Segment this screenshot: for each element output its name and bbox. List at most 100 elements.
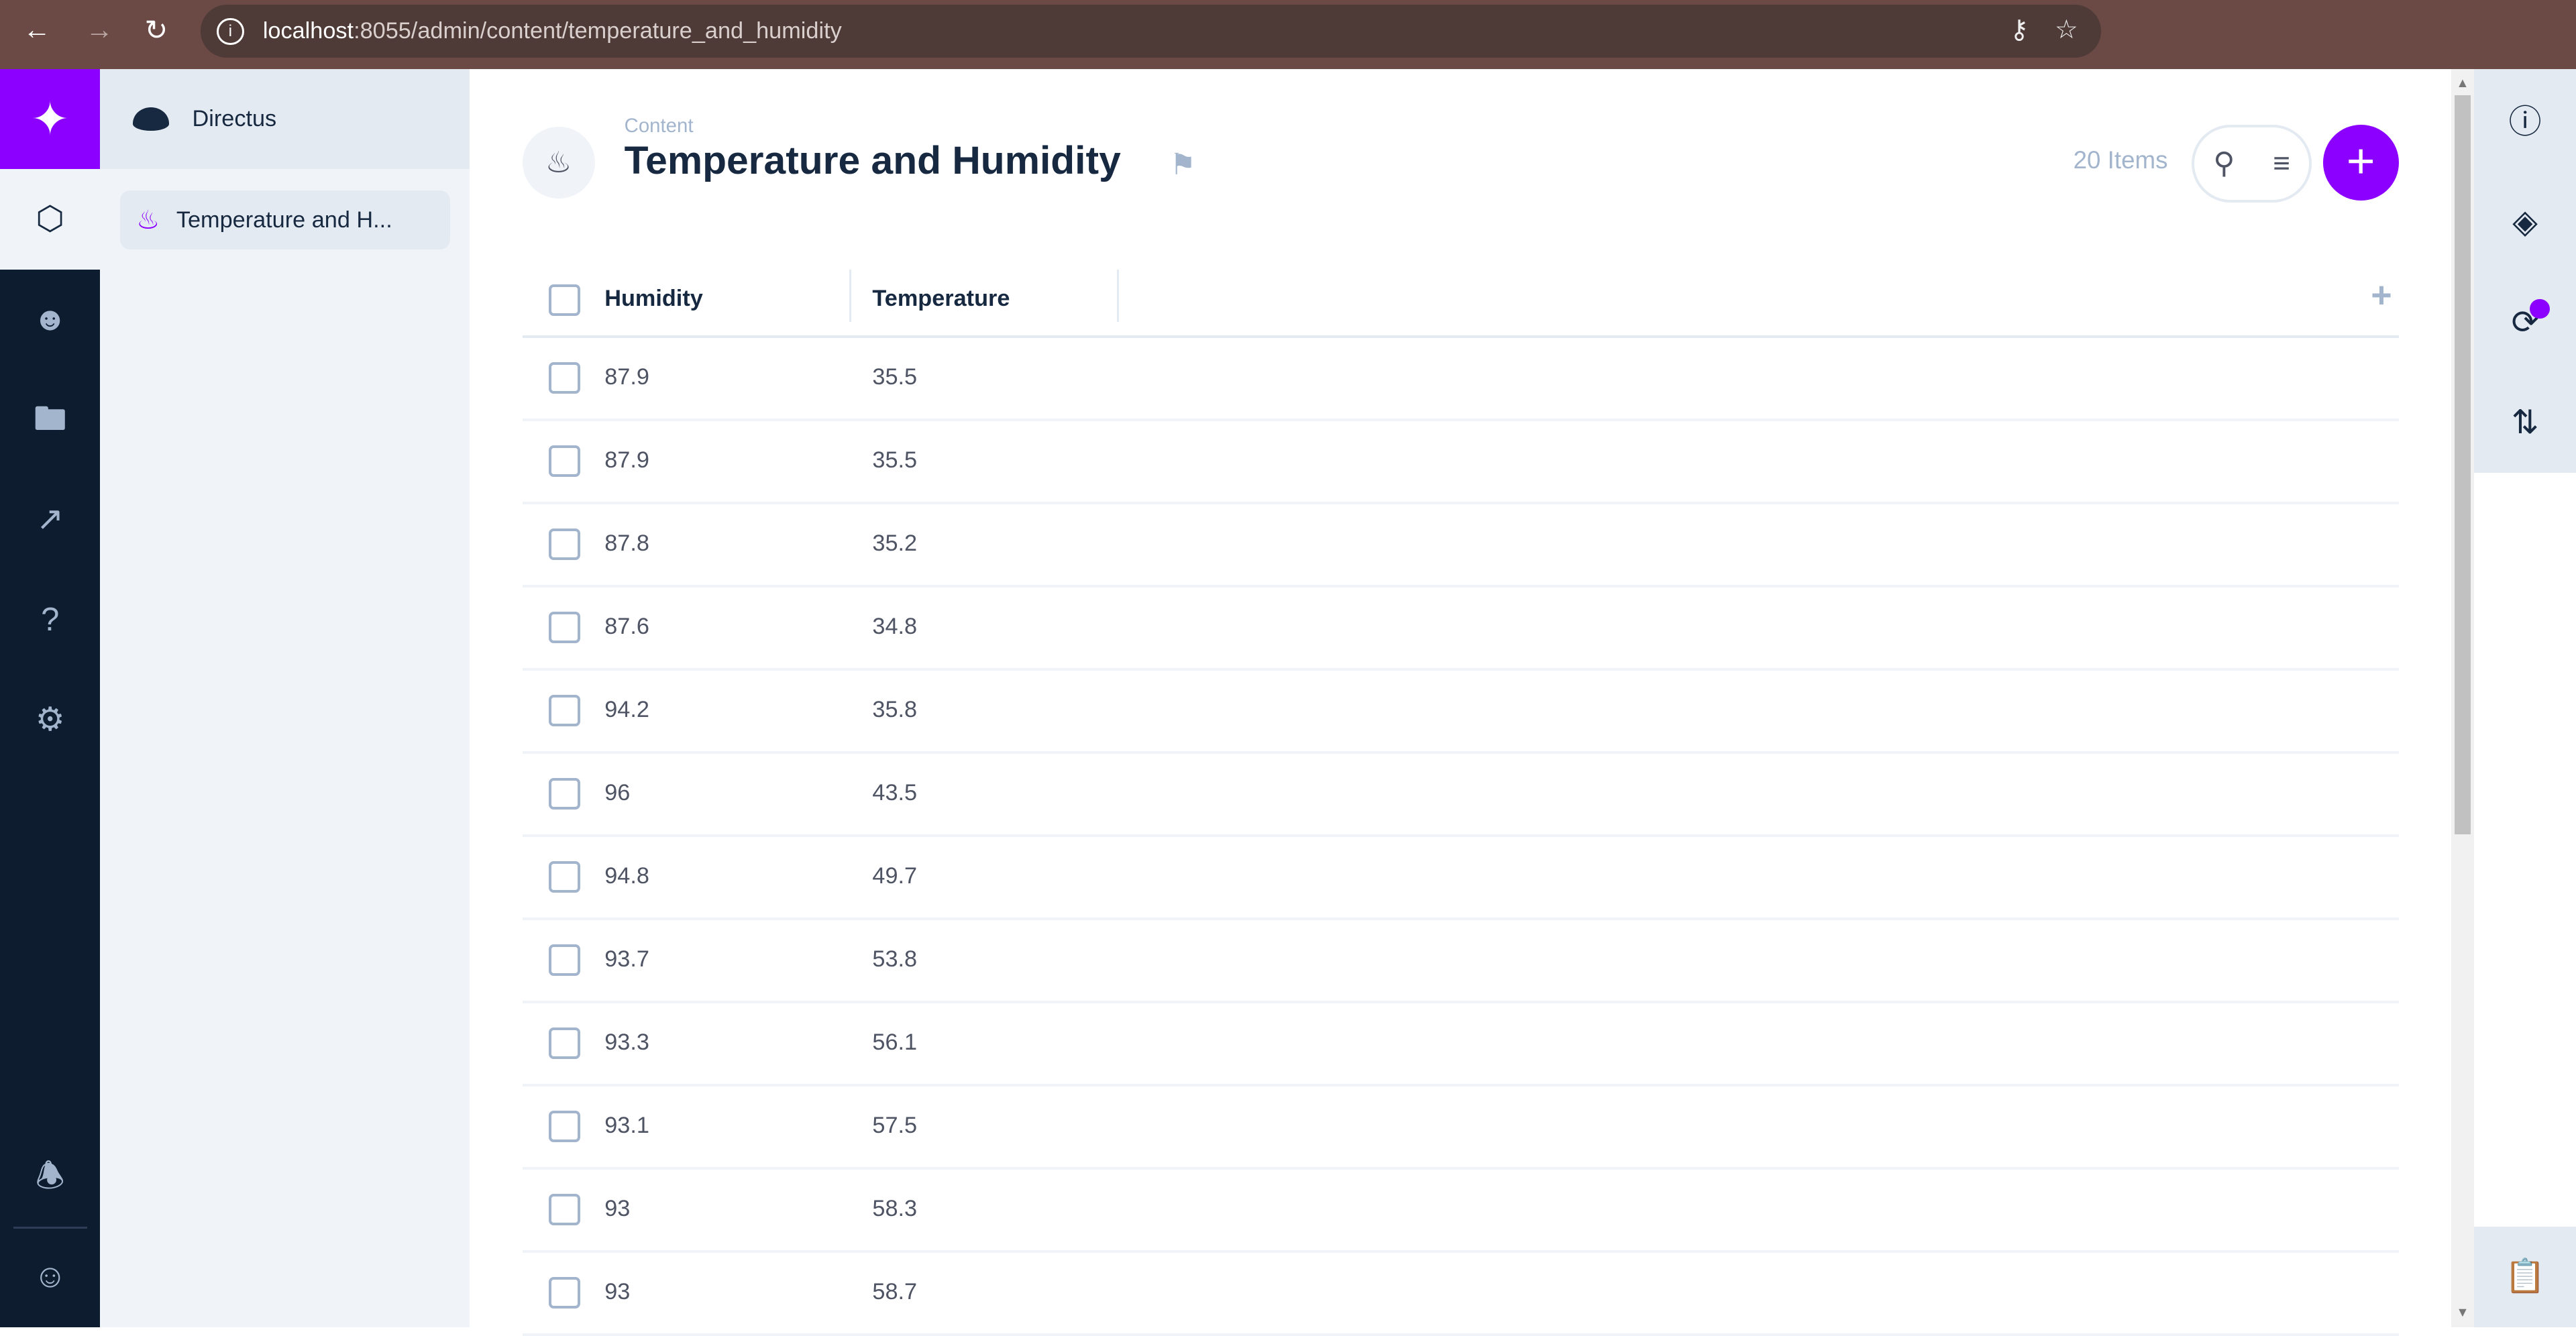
users-icon[interactable]: ☻ xyxy=(32,300,68,337)
cell-temperature: 53.8 xyxy=(872,946,918,972)
filter-icon[interactable]: ≡ xyxy=(2273,146,2291,180)
table-row[interactable]: 87.8 35.2 xyxy=(522,504,2399,588)
scrollbar-thumb[interactable] xyxy=(2454,95,2471,835)
table-row[interactable]: 96 43.5 xyxy=(522,754,2399,837)
table-row[interactable]: 94.2 35.8 xyxy=(522,671,2399,754)
table-row[interactable]: 87.6 34.8 xyxy=(522,588,2399,671)
address-bar[interactable]: i localhost:8055/admin/content/temperatu… xyxy=(200,5,2102,58)
cell-temperature: 58.7 xyxy=(872,1278,918,1304)
back-icon[interactable]: ← xyxy=(23,13,51,45)
items-table: Humidity Temperature + 87.9 35.5 87.9 35.5 8… xyxy=(522,266,2399,1336)
layers-icon[interactable]: ◈ xyxy=(2512,204,2538,241)
scrollbar[interactable]: ▲ ▼ xyxy=(2451,68,2475,1327)
url-text: localhost:8055/admin/content/temperature… xyxy=(262,17,842,44)
column-resize-handle[interactable] xyxy=(1117,269,1119,322)
row-checkbox[interactable] xyxy=(548,944,581,977)
scroll-down-arrow[interactable]: ▼ xyxy=(2456,1304,2469,1320)
project-header[interactable]: Directus xyxy=(100,68,470,170)
module-bar: ✦ ⬡ ☻ 🖿 ↗ ? ⚙ 🕭 ☺ xyxy=(0,68,101,1327)
refresh-icon[interactable]: ⟳ xyxy=(2511,304,2539,341)
table-row[interactable]: 93 58.7 xyxy=(522,1253,2399,1336)
bookmark-icon[interactable]: ⚑ xyxy=(1169,148,1197,182)
clipboard-clock-icon[interactable]: 📋 xyxy=(2504,1258,2546,1295)
select-all-checkbox[interactable] xyxy=(548,284,581,316)
cell-humidity: 93 xyxy=(604,1195,631,1221)
reload-icon[interactable]: ↻ xyxy=(144,13,168,46)
cell-temperature: 35.8 xyxy=(872,696,918,722)
cell-temperature: 35.5 xyxy=(872,447,918,473)
account-icon[interactable]: ☺ xyxy=(33,1258,67,1295)
row-checkbox[interactable] xyxy=(548,528,581,561)
cell-temperature: 57.5 xyxy=(872,1112,918,1138)
navigation-pane: Directus ♨ Temperature and H... xyxy=(100,68,470,1327)
table-row[interactable]: 93 58.3 xyxy=(522,1170,2399,1253)
table-row[interactable]: 87.9 35.5 xyxy=(522,421,2399,504)
column-header-temperature[interactable]: Temperature xyxy=(872,286,1010,312)
cell-humidity: 87.8 xyxy=(604,530,649,556)
search-filter-button[interactable]: ⚲ ≡ xyxy=(2191,125,2312,203)
row-checkbox[interactable] xyxy=(548,1194,581,1226)
settings-icon[interactable]: ⚙ xyxy=(35,702,65,738)
key-icon[interactable]: ⚷ xyxy=(2009,15,2029,45)
site-info-icon[interactable]: i xyxy=(217,17,244,46)
bell-icon[interactable]: 🕭 xyxy=(35,1158,65,1194)
cell-humidity: 96 xyxy=(604,779,631,805)
collection-icon: ♨ xyxy=(136,205,160,235)
cube-icon[interactable]: ⬡ xyxy=(0,169,101,270)
cell-humidity: 93.7 xyxy=(604,946,649,972)
row-checkbox[interactable] xyxy=(548,612,581,644)
cell-humidity: 87.9 xyxy=(604,364,649,390)
add-field-icon[interactable]: + xyxy=(2371,274,2392,315)
main-content: ♨ Content Temperature and Humidity ⚑ 20 … xyxy=(470,69,2451,1336)
nav-item-label: Temperature and H... xyxy=(176,207,392,233)
table-row[interactable]: 87.9 35.5 xyxy=(522,338,2399,421)
insights-icon[interactable]: ↗ xyxy=(36,501,64,538)
row-checkbox[interactable] xyxy=(548,861,581,893)
cell-temperature: 43.5 xyxy=(872,779,918,805)
table-row[interactable]: 93.3 56.1 xyxy=(522,1003,2399,1087)
cell-humidity: 94.2 xyxy=(604,696,649,722)
cell-humidity: 93.1 xyxy=(604,1112,649,1138)
divider xyxy=(13,1227,87,1229)
directus-logo[interactable]: ✦ xyxy=(0,68,101,170)
cell-temperature: 56.1 xyxy=(872,1029,918,1055)
column-header-humidity[interactable]: Humidity xyxy=(604,286,703,312)
row-checkbox[interactable] xyxy=(548,695,581,727)
cell-humidity: 87.6 xyxy=(604,613,649,639)
info-icon[interactable]: ⓘ xyxy=(2508,103,2542,140)
page-title: Temperature and Humidity xyxy=(624,138,1121,182)
row-checkbox[interactable] xyxy=(548,778,581,810)
row-checkbox[interactable] xyxy=(548,362,581,394)
sidebar-top xyxy=(2474,68,2576,474)
row-checkbox[interactable] xyxy=(548,1027,581,1060)
import-export-icon[interactable]: ⇅ xyxy=(2511,404,2539,441)
row-checkbox[interactable] xyxy=(548,1277,581,1309)
row-checkbox[interactable] xyxy=(548,1111,581,1143)
row-checkbox[interactable] xyxy=(548,445,581,478)
nav-item-temperature-and-humidity[interactable]: ♨ Temperature and H... xyxy=(119,190,450,250)
forward-icon[interactable]: → xyxy=(85,13,113,45)
table-row[interactable]: 93.1 57.5 xyxy=(522,1087,2399,1170)
cell-temperature: 58.3 xyxy=(872,1195,918,1221)
folder-icon[interactable]: 🖿 xyxy=(34,401,67,437)
table-row[interactable]: 94.8 49.7 xyxy=(522,837,2399,920)
notification-badge xyxy=(2530,298,2550,319)
star-icon[interactable]: ☆ xyxy=(2054,15,2078,45)
create-item-button[interactable]: + xyxy=(2322,125,2399,201)
project-logo-icon xyxy=(133,107,170,131)
table-header: Humidity Temperature + xyxy=(522,266,2399,338)
cell-temperature: 35.2 xyxy=(872,530,918,556)
sidebar-bottom xyxy=(2474,1227,2576,1327)
cell-temperature: 34.8 xyxy=(872,613,918,639)
cell-temperature: 49.7 xyxy=(872,862,918,889)
cell-humidity: 93 xyxy=(604,1278,631,1304)
breadcrumb[interactable]: Content xyxy=(624,115,694,137)
cell-humidity: 94.8 xyxy=(604,862,649,889)
scroll-up-arrow[interactable]: ▲ xyxy=(2456,75,2469,91)
collection-icon: ♨ xyxy=(522,126,595,199)
browser-toolbar: ← → ↻ i localhost:8055/admin/content/tem… xyxy=(0,0,2576,69)
search-icon[interactable]: ⚲ xyxy=(2213,147,2235,180)
table-row[interactable]: 93.7 53.8 xyxy=(522,920,2399,1003)
help-icon[interactable]: ? xyxy=(41,601,60,638)
column-resize-handle[interactable] xyxy=(849,269,851,322)
